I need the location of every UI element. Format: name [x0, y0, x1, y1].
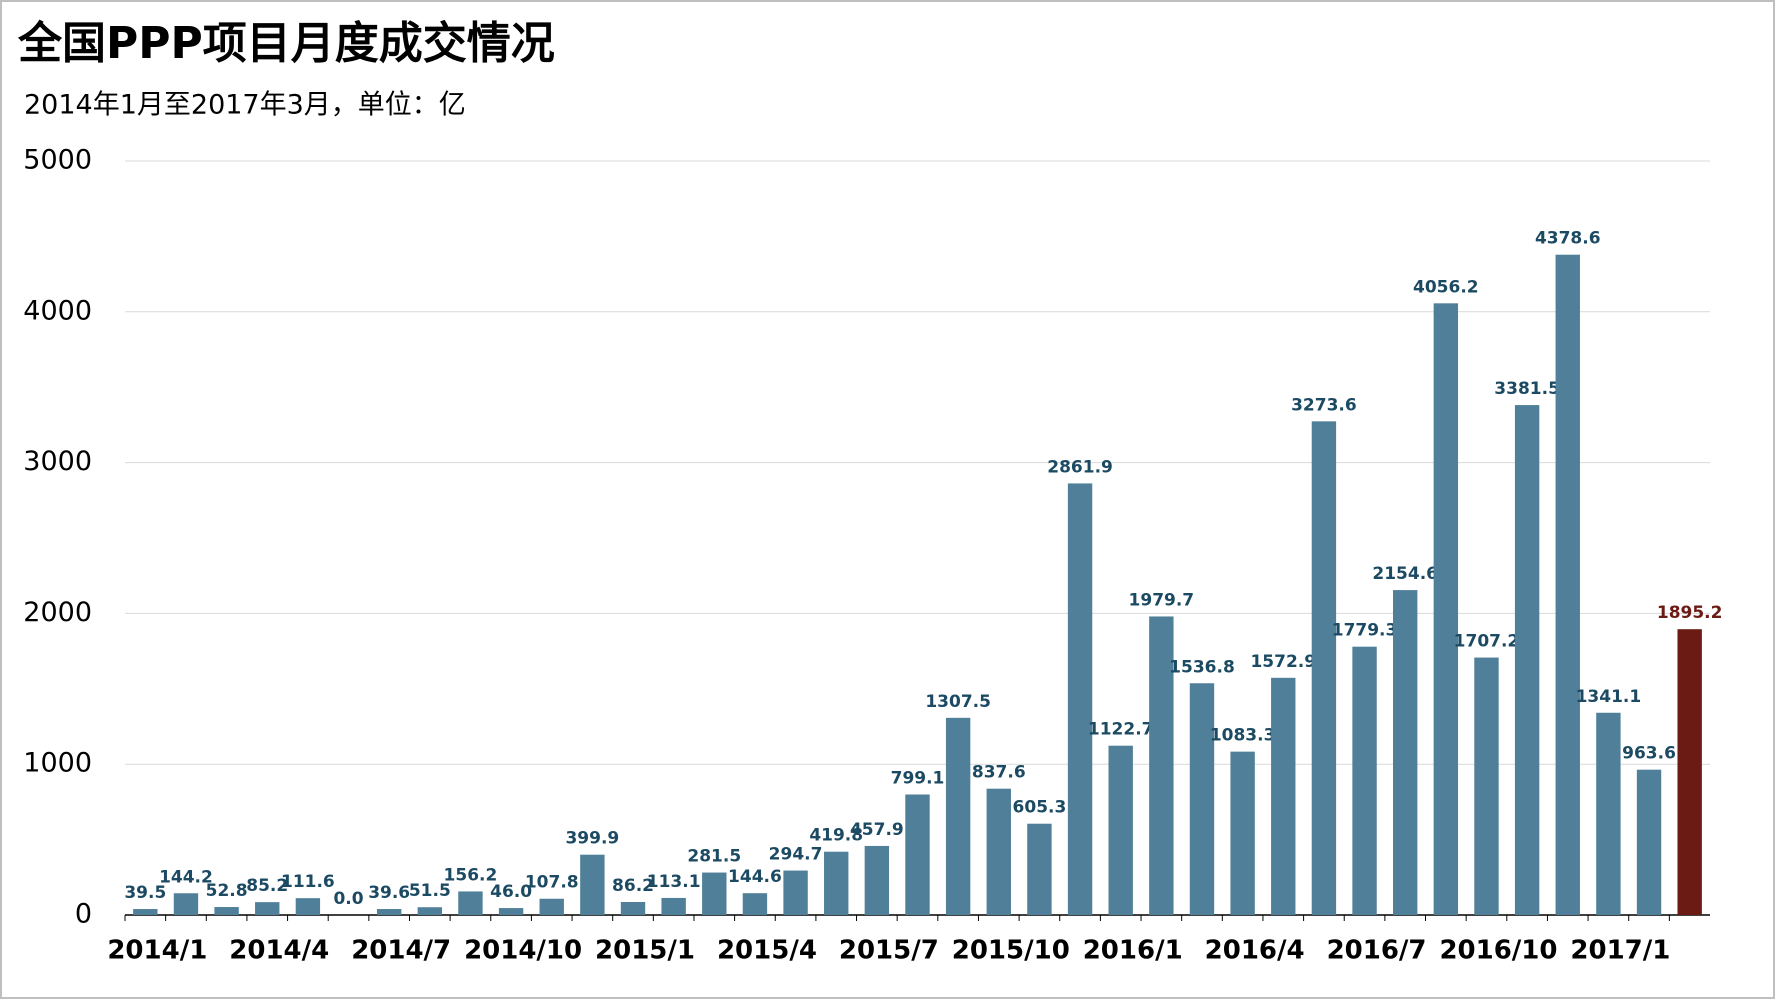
value-label: 4056.2	[1413, 277, 1479, 297]
bar	[295, 898, 321, 915]
x-tick-label: 2015/7	[839, 936, 939, 966]
value-label: 2154.6	[1372, 564, 1438, 584]
bar	[1311, 421, 1337, 915]
bar	[1596, 712, 1621, 915]
bar	[620, 902, 646, 915]
value-label: 3273.6	[1291, 395, 1357, 415]
value-label: 4378.6	[1535, 229, 1601, 249]
value-label: 1341.1	[1576, 687, 1642, 707]
x-tick-label: 2016/7	[1327, 936, 1427, 966]
chart-subtitle: 2014年1月至2017年3月，单位：亿	[24, 90, 466, 121]
bar	[1677, 629, 1702, 915]
value-label: 1572.9	[1250, 652, 1316, 672]
bar	[945, 717, 971, 915]
bar	[133, 909, 158, 915]
value-label: 0.0	[333, 889, 363, 909]
value-label: 1895.2	[1657, 603, 1723, 623]
bar	[986, 788, 1011, 915]
bar	[661, 897, 686, 915]
y-tick-label: 2000	[23, 597, 92, 628]
bar	[1555, 254, 1580, 915]
value-label: 85.2	[246, 876, 288, 896]
value-label: 1122.7	[1088, 720, 1154, 740]
x-tick-label: 2014/4	[229, 936, 329, 966]
bar	[1514, 405, 1540, 915]
value-label: 3381.5	[1494, 379, 1560, 399]
value-label: 156.2	[444, 865, 498, 885]
y-tick-label: 5000	[23, 145, 92, 176]
x-tick-label: 2015/10	[952, 936, 1070, 966]
value-label: 1707.2	[1454, 632, 1520, 652]
x-tick-label: 2016/4	[1205, 936, 1305, 966]
value-label: 46.0	[490, 882, 532, 902]
bar	[1433, 303, 1459, 915]
y-tick-label: 4000	[23, 295, 92, 326]
x-tick-label: 2017/1	[1570, 936, 1670, 966]
value-label: 605.3	[1013, 798, 1067, 818]
bar	[783, 870, 808, 915]
bar	[539, 898, 564, 915]
value-label: 107.8	[525, 873, 579, 893]
value-label: 294.7	[769, 845, 823, 865]
bar	[1352, 646, 1377, 915]
y-tick-label: 1000	[23, 748, 92, 779]
bar	[580, 854, 605, 915]
bar	[1189, 683, 1215, 915]
bar	[1393, 590, 1418, 915]
x-tick-label: 2014/7	[351, 936, 451, 966]
value-label: 144.2	[159, 867, 213, 887]
bar	[214, 907, 239, 915]
value-label: 799.1	[891, 768, 945, 788]
value-label: 419.8	[809, 826, 863, 846]
y-tick-label: 3000	[23, 446, 92, 477]
value-label: 111.6	[281, 872, 335, 892]
value-label: 52.8	[206, 881, 248, 901]
value-label: 86.2	[612, 876, 654, 896]
bar	[1230, 751, 1255, 915]
bar	[1108, 745, 1133, 915]
bar	[1149, 616, 1174, 915]
value-label: 1307.5	[925, 692, 991, 712]
bar	[173, 893, 199, 915]
value-label: 963.6	[1622, 744, 1676, 764]
y-tick-label: 0	[75, 899, 92, 930]
bar	[864, 845, 890, 915]
bar	[376, 909, 402, 915]
value-label: 1779.3	[1332, 621, 1398, 641]
x-tick-label: 2015/1	[595, 936, 695, 966]
bar	[702, 872, 727, 915]
x-tick-label: 2014/10	[464, 936, 582, 966]
chart-title: 全国PPP项目月度成交情况	[17, 18, 555, 69]
value-label: 51.5	[409, 881, 451, 901]
bar	[905, 794, 930, 915]
bar	[1027, 823, 1052, 915]
value-label: 1979.7	[1129, 590, 1195, 610]
bar	[742, 893, 768, 915]
x-tick-label: 2016/10	[1439, 936, 1557, 966]
value-label: 457.9	[850, 820, 904, 840]
x-tick-label: 2015/4	[717, 936, 817, 966]
bar	[417, 907, 442, 915]
bar	[498, 908, 524, 915]
x-tick-label: 2014/1	[107, 936, 207, 966]
value-label: 113.1	[647, 872, 701, 892]
value-label: 2861.9	[1047, 457, 1113, 477]
value-label: 837.6	[972, 763, 1026, 783]
x-tick-label: 2016/1	[1083, 936, 1183, 966]
value-label: 39.6	[368, 883, 410, 903]
value-label: 1083.3	[1210, 726, 1276, 746]
bar	[824, 851, 849, 915]
value-label: 1536.8	[1169, 657, 1235, 677]
bar	[255, 902, 280, 915]
value-label: 144.6	[728, 867, 782, 887]
bar	[458, 891, 483, 915]
value-label: 39.5	[124, 883, 166, 903]
bar	[1271, 677, 1296, 915]
value-label: 281.5	[687, 847, 741, 867]
value-label: 399.9	[565, 829, 619, 849]
bar	[1474, 657, 1499, 915]
bar	[1636, 769, 1662, 915]
bar	[1067, 483, 1093, 915]
